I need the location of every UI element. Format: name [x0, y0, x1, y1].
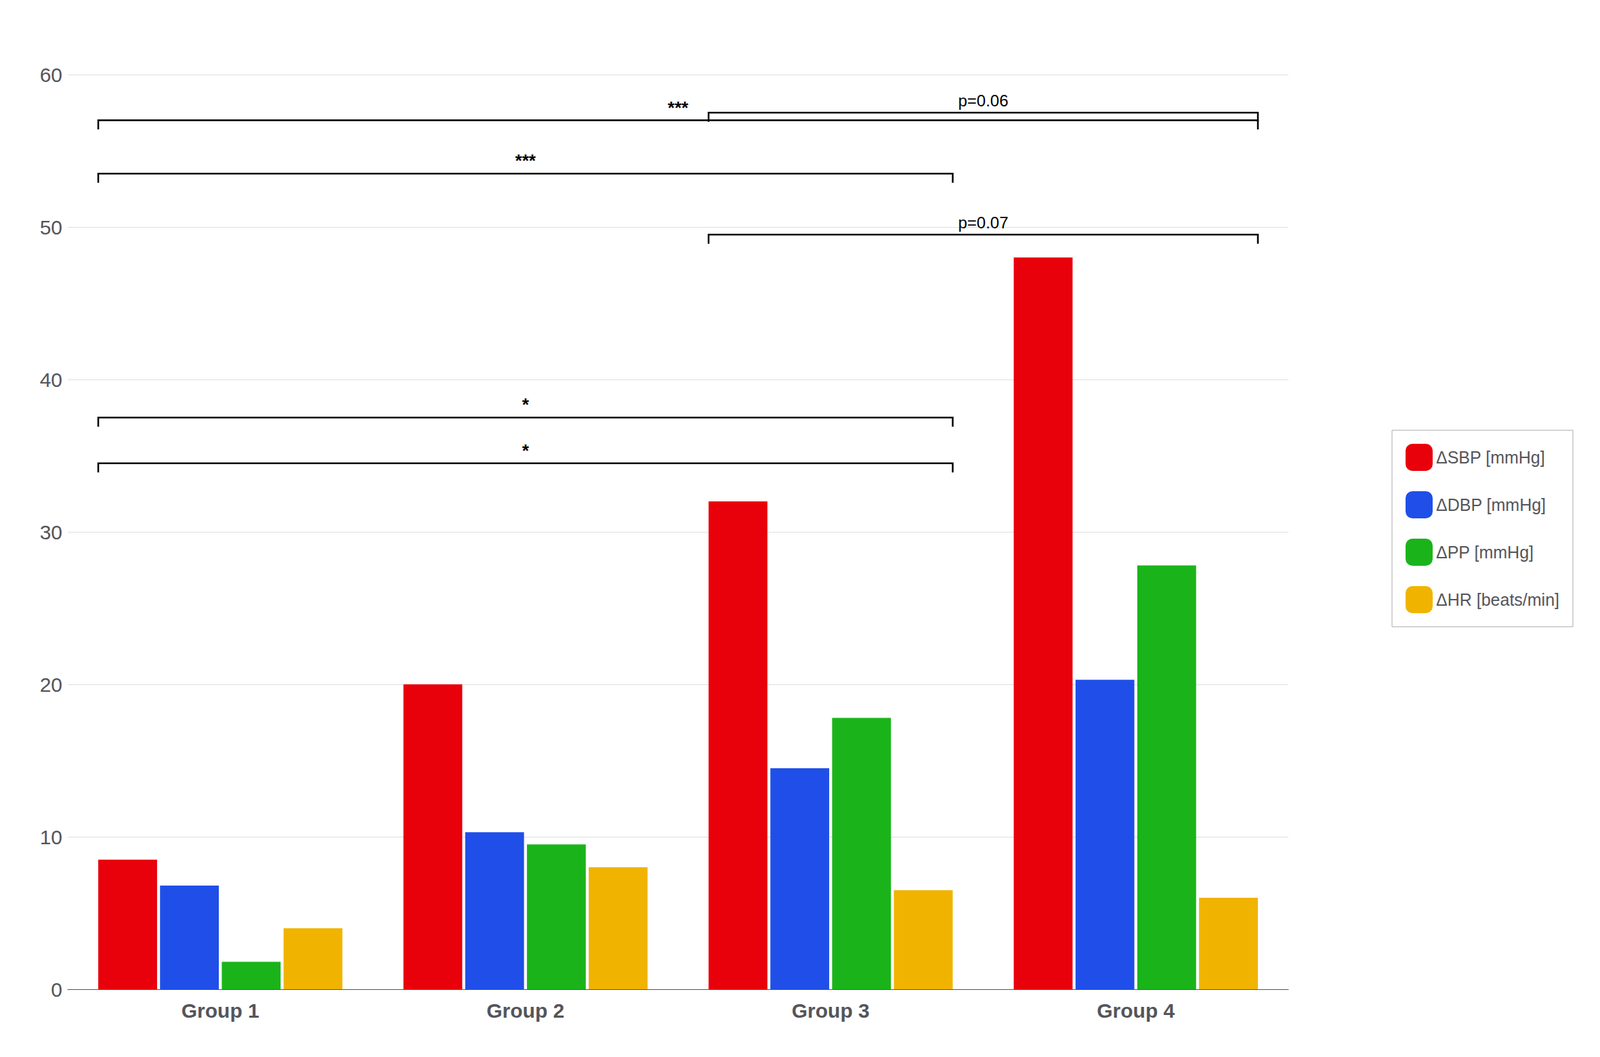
svg-text:Group 3: Group 3: [791, 999, 870, 1022]
svg-text:ΔHR [beats/min]: ΔHR [beats/min]: [1436, 590, 1560, 609]
svg-text:***: ***: [667, 97, 689, 118]
svg-text:*: *: [522, 394, 530, 415]
svg-text:***: ***: [515, 150, 537, 171]
svg-text:Group 1: Group 1: [181, 999, 260, 1022]
svg-text:30: 30: [39, 520, 63, 544]
svg-text:ΔPP [mmHg]: ΔPP [mmHg]: [1436, 542, 1534, 562]
svg-text:ΔSBP [mmHg]: ΔSBP [mmHg]: [1436, 447, 1546, 467]
svg-text:10: 10: [39, 825, 63, 849]
svg-text:ΔDBP [mmHg]: ΔDBP [mmHg]: [1436, 495, 1546, 515]
svg-text:Group 2: Group 2: [486, 999, 565, 1022]
svg-text:20: 20: [39, 673, 63, 696]
svg-text:0: 0: [50, 978, 63, 1001]
svg-text:40: 40: [39, 368, 63, 391]
svg-text:50: 50: [39, 216, 63, 239]
svg-text:p=0.07: p=0.07: [957, 213, 1008, 232]
svg-text:60: 60: [39, 63, 63, 87]
svg-text:p=0.06: p=0.06: [957, 91, 1008, 110]
svg-text:*: *: [522, 440, 530, 461]
svg-text:Group 4: Group 4: [1096, 999, 1175, 1022]
